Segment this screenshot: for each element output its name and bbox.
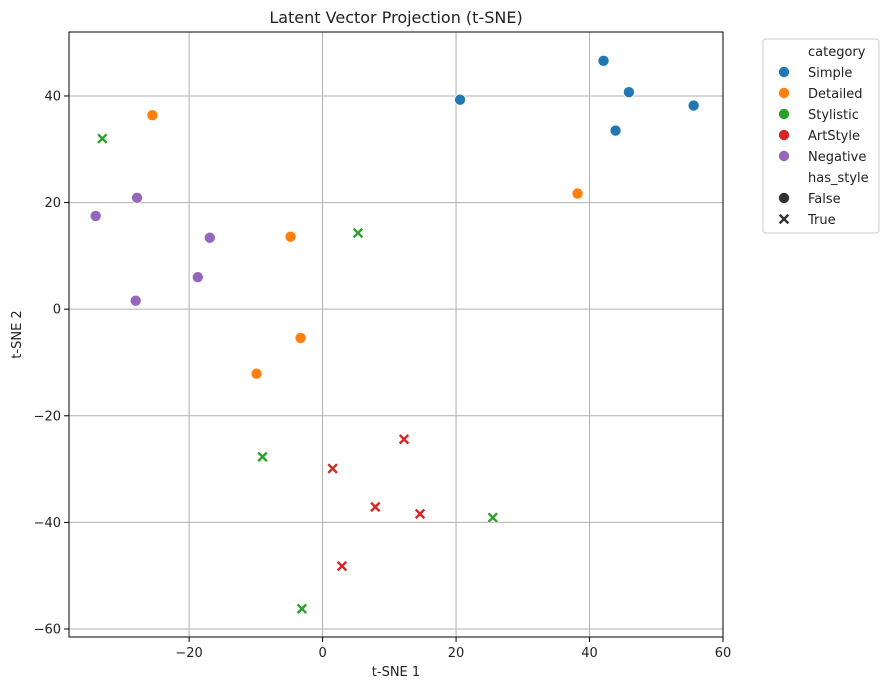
chart-title: Latent Vector Projection (t-SNE): [269, 8, 522, 27]
y-tick-label: −20: [34, 409, 61, 424]
x-tick-label: 20: [448, 646, 465, 661]
legend: category Simple Detailed Stylistic ArtStyle N…: [762, 38, 880, 234]
data-point-stylistic: [351, 226, 364, 239]
legend-label-detailed: Detailed: [808, 87, 863, 102]
legend-marker-simple: [778, 66, 791, 79]
legend-label-negative: Negative: [808, 150, 866, 165]
legend-label-artstyle: ArtStyle: [808, 129, 860, 144]
x-tick-label: 0: [318, 646, 326, 661]
y-tick-label: −60: [34, 623, 61, 638]
data-point-negative: [203, 231, 216, 244]
data-point-negative: [89, 209, 102, 222]
legend-title-category: category: [808, 45, 866, 60]
y-tick-label: −40: [34, 516, 61, 531]
legend-title-has-style: has_style: [808, 171, 869, 186]
data-point-simple: [597, 54, 610, 67]
data-point-simple: [687, 99, 700, 112]
data-point-negative: [191, 271, 204, 284]
legend-marker-detailed: [778, 87, 791, 100]
legend-marker-stylistic: [778, 108, 791, 121]
data-point-detailed: [250, 367, 263, 380]
data-point-artstyle: [335, 560, 348, 573]
legend-label-true: True: [807, 213, 836, 228]
data-point-artstyle: [413, 507, 427, 520]
data-point-simple: [609, 124, 622, 137]
data-points: [89, 54, 700, 615]
data-point-simple: [622, 86, 635, 99]
data-point-negative: [131, 191, 144, 204]
data-point-detailed: [284, 230, 297, 243]
legend-box: [762, 38, 880, 234]
legend-label-false: False: [808, 192, 841, 207]
data-point-detailed: [146, 109, 159, 122]
data-point-artstyle: [369, 500, 382, 513]
legend-marker-false: [778, 191, 791, 204]
data-point-stylistic: [486, 511, 499, 524]
legend-marker-negative: [778, 149, 791, 162]
grid-lines: [69, 32, 724, 637]
data-point-negative: [129, 294, 142, 307]
legend-label-simple: Simple: [808, 66, 852, 81]
data-point-simple: [454, 93, 467, 106]
legend-label-stylistic: Stylistic: [808, 108, 859, 123]
data-point-stylistic: [256, 450, 269, 463]
data-point-detailed: [294, 331, 307, 344]
data-point-artstyle: [397, 433, 411, 446]
axis-ticks: −20 0 20 40 60 −60 −40 −20 0 20 40: [34, 89, 732, 661]
x-tick-label: 60: [715, 646, 732, 661]
data-point-artstyle: [326, 462, 339, 475]
data-point-stylistic: [295, 602, 308, 615]
legend-marker-artstyle: [778, 128, 791, 141]
x-axis-label: t-SNE 1: [372, 665, 420, 680]
legend-marker-true: [777, 212, 791, 226]
data-point-detailed: [571, 187, 584, 200]
x-tick-label: 40: [581, 646, 598, 661]
x-tick-label: −20: [175, 646, 202, 661]
y-tick-label: 0: [53, 303, 61, 318]
y-tick-label: 40: [44, 89, 61, 104]
plot-area-frame: [68, 31, 724, 638]
data-point-stylistic: [96, 132, 109, 145]
y-axis-label: t-SNE 2: [10, 310, 25, 358]
y-tick-label: 20: [44, 196, 61, 211]
